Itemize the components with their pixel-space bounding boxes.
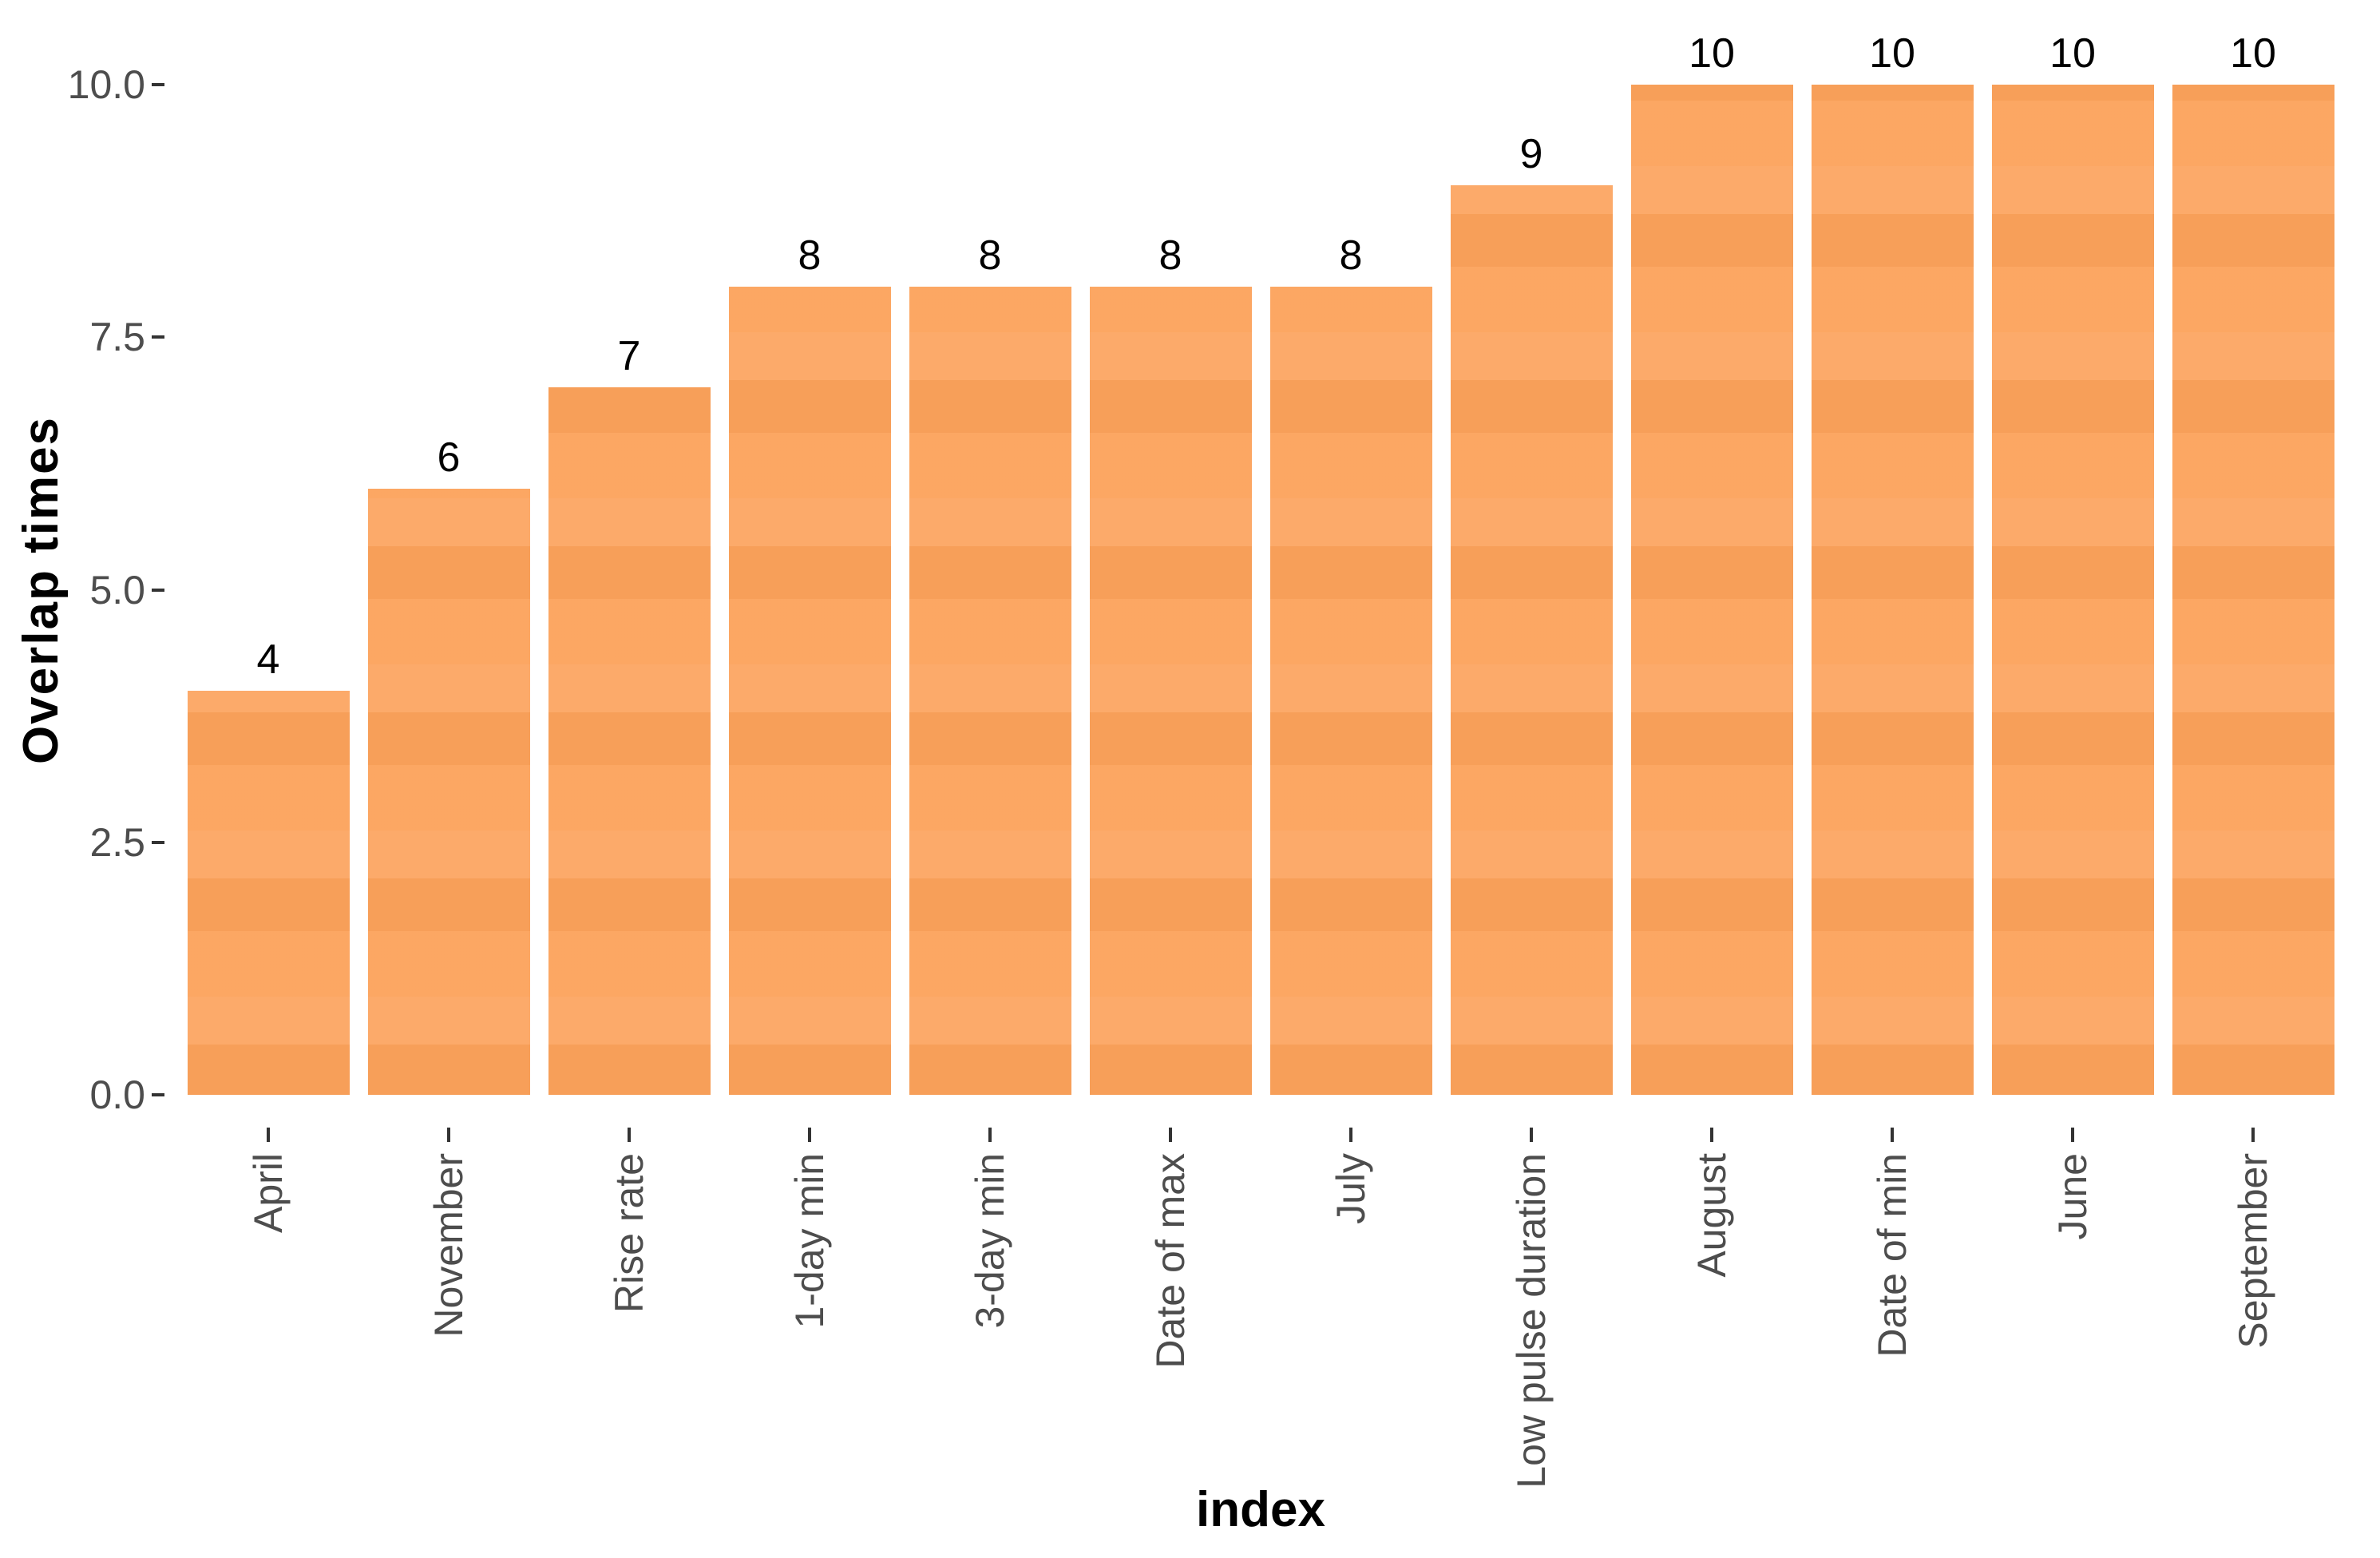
x-category-label: Rise rate	[607, 1153, 651, 1314]
bar-value-label: 6	[437, 434, 461, 481]
bar-value-label: 10	[1869, 30, 1915, 77]
bar	[548, 387, 711, 1095]
bar-value-label: 8	[1158, 232, 1182, 279]
bar	[1450, 185, 1613, 1095]
y-tick-mark	[152, 83, 164, 86]
bar-value-label: 10	[1689, 30, 1735, 77]
y-tick-label: 2.5	[89, 820, 145, 865]
y-tick-mark	[152, 841, 164, 844]
bar	[1991, 85, 2154, 1095]
bar	[367, 489, 530, 1095]
x-tick-mark	[1530, 1128, 1533, 1142]
x-category-label: September	[2231, 1153, 2275, 1349]
bar	[728, 287, 891, 1095]
y-tick-mark	[152, 335, 164, 339]
x-tick-mark	[988, 1128, 992, 1142]
x-tick-mark	[1169, 1128, 1172, 1142]
x-tick-mark	[1710, 1128, 1713, 1142]
x-category-label: Date of max	[1148, 1153, 1193, 1369]
bar	[2172, 85, 2334, 1095]
x-category-label: November	[426, 1153, 471, 1338]
x-tick-mark	[1349, 1128, 1352, 1142]
y-tick-label: 10.0	[67, 62, 145, 107]
x-tick-mark	[2251, 1128, 2255, 1142]
bar	[909, 287, 1071, 1095]
bar-value-label: 8	[798, 232, 822, 279]
y-tick-label: 0.0	[89, 1072, 145, 1117]
y-tick-mark	[152, 1093, 164, 1096]
x-category-label: 3-day min	[968, 1153, 1012, 1329]
x-tick-mark	[267, 1128, 270, 1142]
bar	[1269, 287, 1432, 1095]
x-category-label: July	[1329, 1153, 1373, 1224]
bar	[1630, 85, 1793, 1095]
y-tick-label: 5.0	[89, 568, 145, 612]
x-tick-mark	[808, 1128, 811, 1142]
bar-value-label: 8	[978, 232, 1002, 279]
bar-value-label: 9	[1519, 131, 1543, 177]
x-category-label: Low pulse duration	[1509, 1153, 1554, 1489]
x-category-label: Date of min	[1870, 1153, 1915, 1358]
y-tick-mark	[152, 589, 164, 592]
x-tick-mark	[447, 1128, 450, 1142]
x-category-label: April	[246, 1153, 291, 1234]
bar-value-label: 8	[1339, 232, 1363, 279]
x-category-label: August	[1689, 1153, 1734, 1278]
bar-value-label: 4	[256, 636, 280, 683]
bar-value-label: 7	[617, 333, 641, 379]
y-tick-label: 7.5	[89, 315, 145, 359]
x-category-label: June	[2050, 1153, 2095, 1240]
x-tick-mark	[628, 1128, 631, 1142]
bar-value-label: 10	[2230, 30, 2276, 77]
bar	[187, 691, 350, 1095]
x-axis-title: index	[1196, 1482, 1325, 1537]
x-tick-mark	[1891, 1128, 1894, 1142]
x-tick-mark	[2071, 1128, 2074, 1142]
bar-value-label: 10	[2049, 30, 2096, 77]
bar	[1089, 287, 1252, 1095]
x-category-label: 1-day min	[787, 1153, 832, 1329]
bar	[1811, 85, 1974, 1095]
